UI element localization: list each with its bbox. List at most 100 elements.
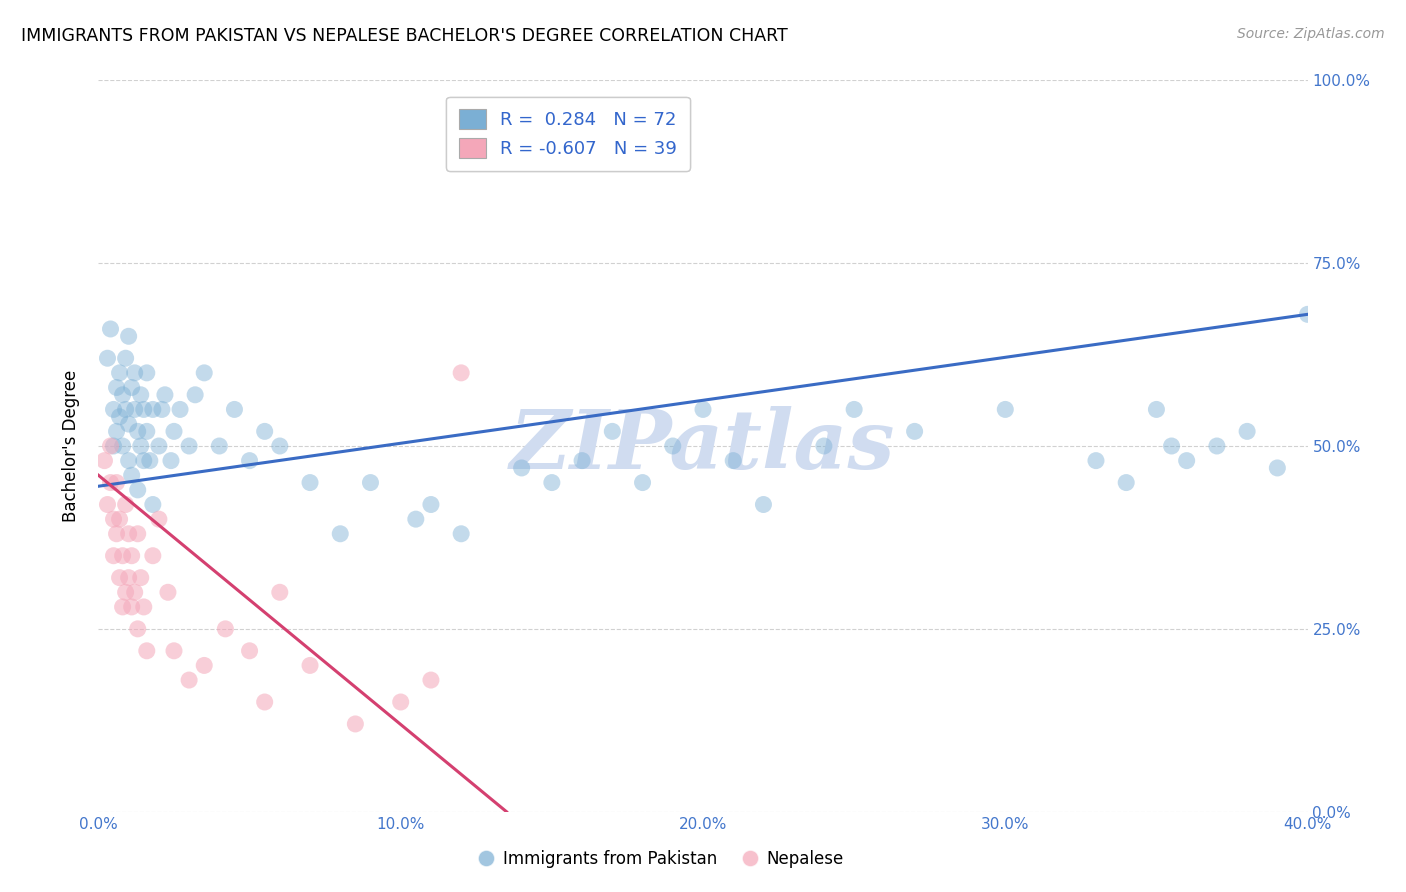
Point [1206, 439, 1229, 453]
Point [108, 366, 131, 380]
Point [148, 439, 170, 453]
Point [420, 498, 443, 512]
Point [193, 658, 215, 673]
Point [661, 439, 683, 453]
Point [169, 402, 191, 417]
Point [253, 425, 276, 439]
Point [224, 402, 246, 417]
Point [179, 439, 201, 453]
Point [132, 453, 155, 467]
Point [103, 512, 125, 526]
Point [111, 388, 134, 402]
Point [111, 549, 134, 563]
Point [132, 599, 155, 614]
Point [108, 571, 131, 585]
Point [692, 402, 714, 417]
Text: IMMIGRANTS FROM PAKISTAN VS NEPALESE BACHELOR'S DEGREE CORRELATION CHART: IMMIGRANTS FROM PAKISTAN VS NEPALESE BAC… [21, 27, 787, 45]
Point [114, 351, 136, 366]
Point [148, 512, 170, 526]
Point [103, 549, 125, 563]
Point [329, 526, 352, 541]
Point [571, 453, 593, 467]
Point [1160, 439, 1182, 453]
Point [153, 388, 176, 402]
Point [389, 695, 412, 709]
Point [118, 329, 141, 343]
Point [100, 322, 122, 336]
Point [510, 461, 533, 475]
Point [214, 622, 236, 636]
Point [142, 402, 165, 417]
Point [1296, 307, 1319, 321]
Point [602, 425, 624, 439]
Point [208, 439, 231, 453]
Point [124, 402, 146, 417]
Point [344, 717, 367, 731]
Point [135, 425, 157, 439]
Point [1146, 402, 1168, 417]
Point [93, 453, 115, 467]
Point [163, 425, 186, 439]
Point [118, 526, 141, 541]
Point [105, 425, 128, 439]
Point [105, 475, 128, 490]
Text: ZIPatlas: ZIPatlas [510, 406, 896, 486]
Point [96, 351, 118, 366]
Point [103, 439, 125, 453]
Point [193, 366, 215, 380]
Point [1175, 453, 1198, 467]
Point [121, 468, 143, 483]
Point [269, 585, 291, 599]
Point [124, 585, 146, 599]
Point [1267, 461, 1289, 475]
Point [723, 453, 745, 467]
Point [108, 512, 131, 526]
Point [105, 380, 128, 394]
Point [127, 483, 149, 497]
Point [156, 585, 179, 599]
Point [904, 425, 927, 439]
Point [114, 498, 136, 512]
Point [111, 439, 134, 453]
Point [132, 402, 155, 417]
Point [1085, 453, 1108, 467]
Point [129, 439, 152, 453]
Point [121, 380, 143, 394]
Point [360, 475, 382, 490]
Point [100, 475, 122, 490]
Point [127, 622, 149, 636]
Point [450, 526, 472, 541]
Legend: Immigrants from Pakistan, Nepalese: Immigrants from Pakistan, Nepalese [471, 844, 851, 875]
Point [179, 673, 201, 687]
Point [269, 439, 291, 453]
Point [142, 498, 165, 512]
Point [540, 475, 562, 490]
Point [1236, 425, 1258, 439]
Point [121, 549, 143, 563]
Point [135, 366, 157, 380]
Point [420, 673, 443, 687]
Point [111, 599, 134, 614]
Point [118, 453, 141, 467]
Point [1115, 475, 1137, 490]
Point [139, 453, 162, 467]
Point [253, 695, 276, 709]
Point [135, 644, 157, 658]
Point [163, 644, 186, 658]
Point [813, 439, 835, 453]
Point [124, 366, 146, 380]
Point [118, 417, 141, 431]
Point [108, 409, 131, 424]
Point [299, 658, 322, 673]
Point [121, 599, 143, 614]
Point [103, 402, 125, 417]
Point [844, 402, 866, 417]
Point [405, 512, 427, 526]
Legend: R =  0.284   N = 72, R = -0.607   N = 39: R = 0.284 N = 72, R = -0.607 N = 39 [446, 96, 690, 170]
Point [127, 526, 149, 541]
Point [450, 366, 472, 380]
Point [129, 571, 152, 585]
Point [100, 439, 122, 453]
Point [150, 402, 173, 417]
Y-axis label: Bachelor's Degree: Bachelor's Degree [62, 370, 80, 522]
